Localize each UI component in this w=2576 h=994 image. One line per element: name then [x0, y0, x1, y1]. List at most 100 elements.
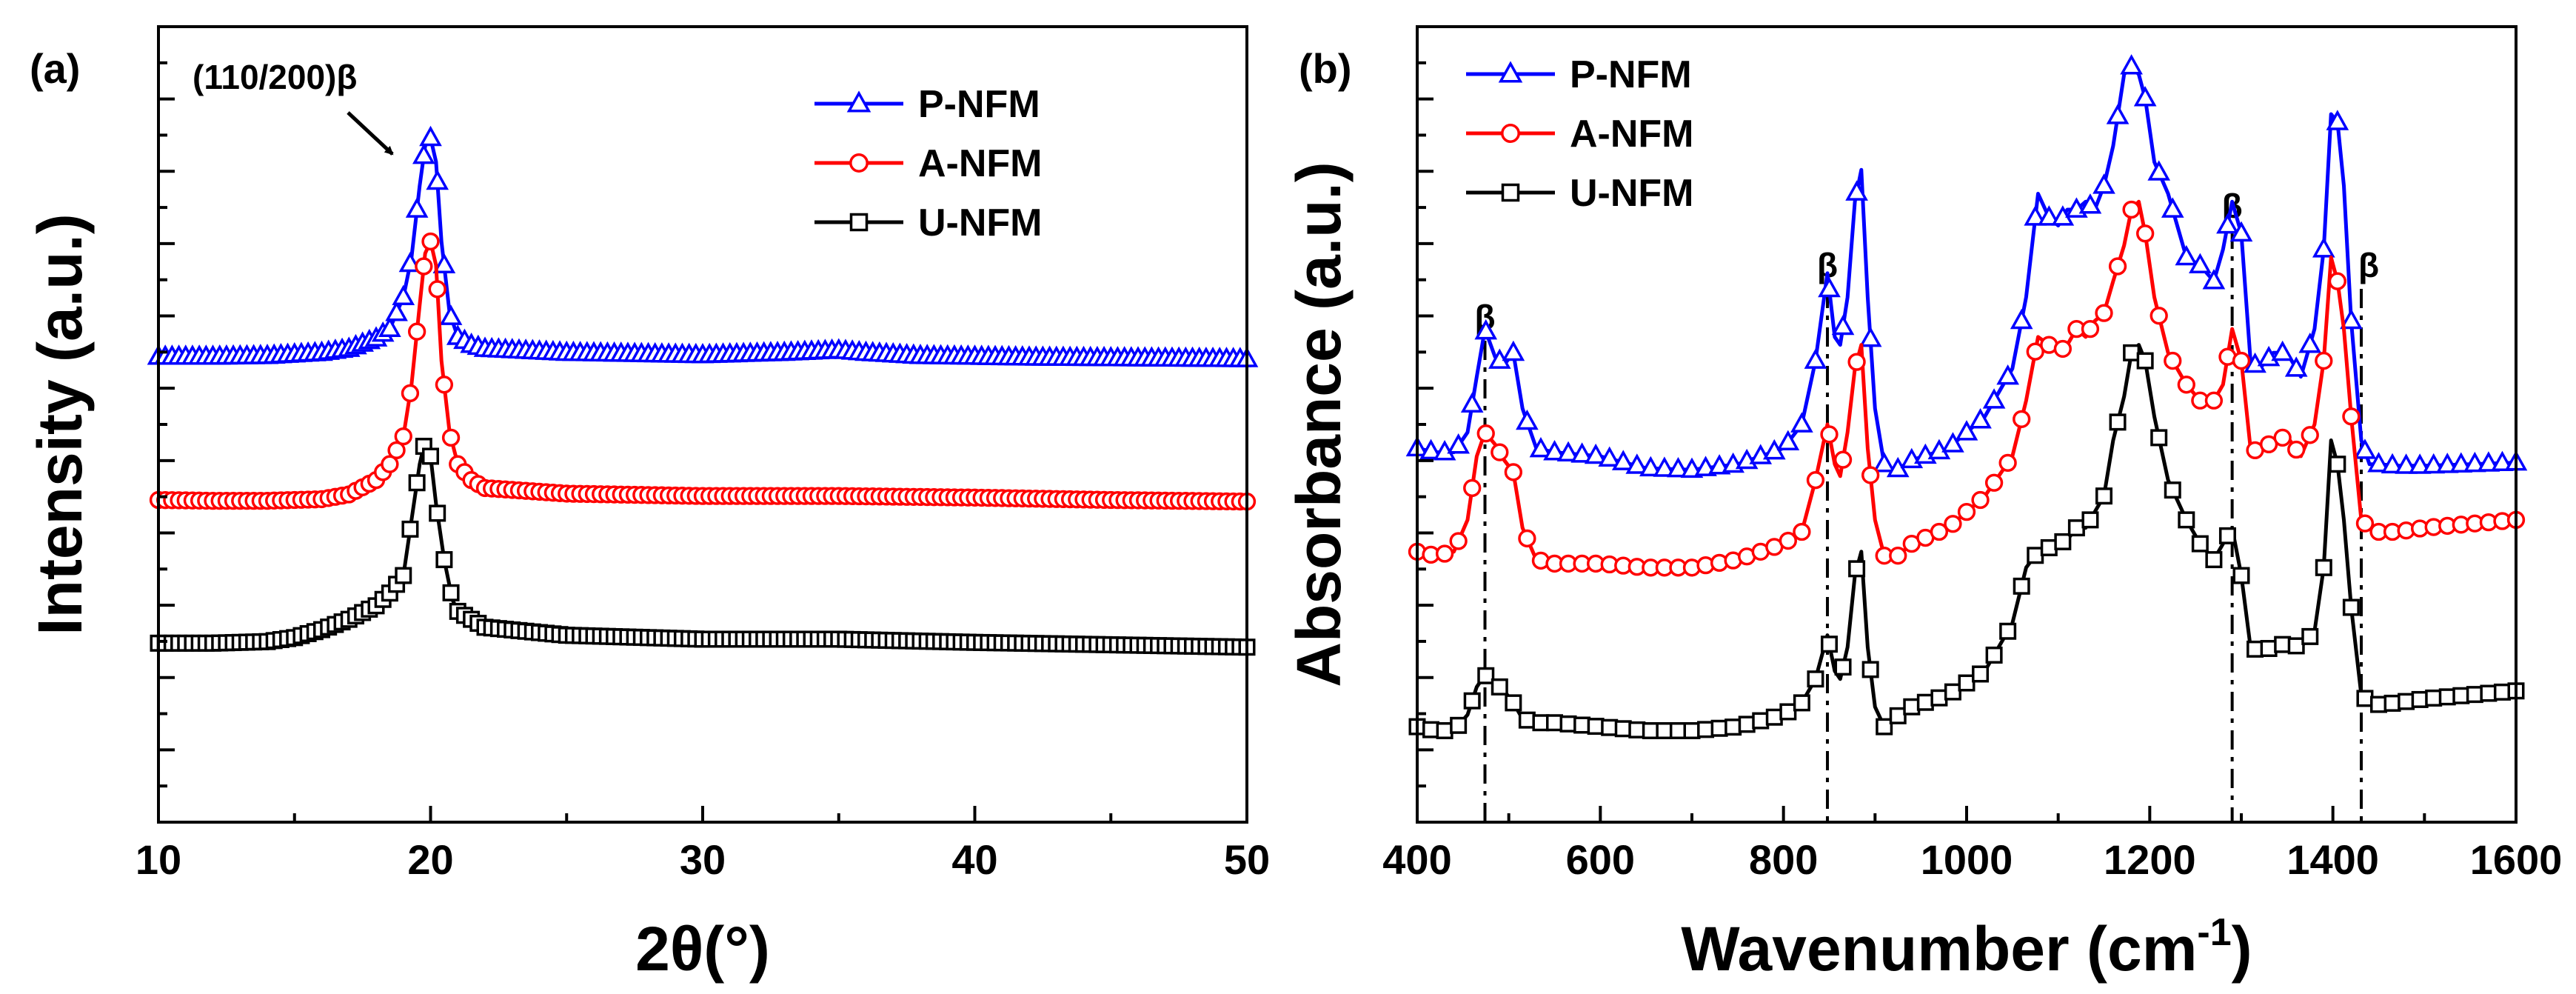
series-p-nfm-marker	[2463, 451, 2486, 473]
series-u-nfm-marker	[2205, 551, 2223, 569]
series-p-nfm-marker	[2106, 104, 2130, 124]
series-a-nfm-marker	[1793, 522, 1811, 541]
series-line-u-nfm	[158, 438, 1248, 650]
series-a-nfm-marker	[1998, 453, 2017, 473]
series-u-nfm-marker	[2274, 636, 2292, 653]
series-u-nfm-marker	[1930, 689, 1948, 707]
series-u-nfm-marker	[1834, 658, 1852, 676]
series-a-nfm-marker	[1833, 450, 1853, 469]
series-p-nfm-marker	[1955, 420, 1978, 441]
series-a-nfm-marker	[2136, 224, 2155, 243]
series-p-nfm-marker	[2395, 453, 2418, 474]
series-p-nfm-marker	[2175, 244, 2198, 266]
series-a-nfm-marker	[387, 441, 406, 460]
x-tick-label: 10	[136, 836, 181, 883]
legend-label: U-NFM	[1570, 172, 1694, 215]
series-u-nfm-marker	[1477, 667, 1495, 684]
series-p-nfm-marker	[2092, 173, 2115, 194]
series-p-nfm-marker	[1570, 442, 1593, 463]
series-p-nfm-marker	[1790, 412, 1813, 433]
series-a-nfm-marker	[2355, 514, 2375, 533]
series-a-nfm-marker	[1476, 424, 1495, 443]
series-u-nfm-marker	[1697, 721, 1715, 738]
series-u-nfm-marker	[1450, 716, 1468, 734]
series-u-nfm-marker	[1532, 714, 1550, 732]
series-p-nfm-marker	[1845, 180, 1868, 201]
series-p-nfm-marker	[1941, 432, 1964, 453]
panel-b-legend: P-NFM A-NFM U-NFM	[1466, 53, 1694, 215]
series-p-nfm-marker	[1982, 388, 2006, 409]
series-p-nfm-marker	[1831, 314, 1855, 336]
series-u-nfm-marker	[1999, 622, 2017, 640]
series-p-nfm-marker	[1419, 438, 1442, 460]
legend-marker	[1501, 183, 1520, 202]
series-p-nfm-marker	[2353, 438, 2377, 459]
x-tick-label: 800	[1749, 836, 1818, 883]
series-u-nfm-marker	[1505, 694, 1522, 712]
x-title-suffix: )	[2232, 914, 2252, 984]
series-p-nfm-marker	[2408, 453, 2432, 474]
series-p-nfm-marker	[378, 316, 401, 337]
series-u-nfm-marker	[2425, 689, 2443, 707]
series-p-nfm-marker	[1529, 436, 1553, 458]
panel-a-x-axis-title: 2θ(°)	[635, 914, 770, 984]
peak-annotation-arrow	[347, 111, 394, 156]
series-p-nfm-marker	[412, 143, 435, 164]
series-u-nfm-marker	[1916, 693, 1934, 711]
panel-a-annotation: (110/200)β	[193, 58, 394, 156]
series-u-nfm-marker	[2191, 535, 2209, 553]
x-title-main: Wavenumber (cm	[1681, 914, 2197, 984]
series-u-nfm-marker	[1463, 692, 1481, 710]
series-u-nfm	[1408, 343, 2525, 739]
series-p-nfm-marker	[1598, 446, 1622, 467]
series-a-nfm-marker	[1820, 425, 1839, 444]
series-p-nfm-marker	[439, 304, 463, 325]
series-a-nfm-marker	[1930, 522, 1949, 541]
series-p-nfm-marker	[2477, 451, 2500, 472]
series-u-nfm-marker	[1903, 698, 1921, 716]
series-p-nfm-marker	[1639, 456, 1662, 477]
series-p-nfm-marker	[1502, 340, 1525, 361]
series-a-nfm	[1408, 199, 2526, 577]
series-u-nfm-marker	[2383, 694, 2401, 712]
series-u-nfm-marker	[2054, 533, 2072, 550]
series-u-nfm-marker	[1958, 674, 1976, 692]
series-u-nfm-marker	[1944, 683, 1961, 701]
x-tick-label: 30	[680, 836, 726, 883]
peak-annotation-label: (110/200)β	[193, 58, 357, 96]
series-p-nfm-marker	[1516, 409, 1539, 430]
series-p-nfm-marker	[419, 125, 442, 147]
series-p-nfm-marker	[1804, 348, 1827, 369]
series-p-nfm-marker	[1625, 453, 1649, 474]
series-u-nfm-marker	[2260, 640, 2278, 658]
series-line-p-nfm	[158, 136, 1248, 361]
series-a-nfm-marker	[2301, 426, 2319, 444]
series-u-nfm-marker	[401, 520, 419, 538]
series-u-nfm-marker	[1738, 716, 1756, 733]
legend-marker	[1498, 61, 1523, 83]
series-a-nfm-marker	[1491, 443, 1509, 461]
panel-a-ticks: 10 20 30 40 50	[136, 61, 1270, 883]
series-p-nfm	[1405, 54, 2528, 478]
series-p-nfm-marker	[2491, 450, 2514, 472]
series-a-nfm-marker	[2287, 440, 2306, 459]
series-u-nfm-marker	[1628, 721, 1646, 738]
series-p-nfm-marker	[2133, 86, 2157, 107]
series-a-nfm-marker	[394, 427, 412, 446]
series-p-nfm-marker	[2216, 213, 2239, 234]
series-u-nfm-marker	[2370, 696, 2387, 713]
series-p-nfm-marker	[1969, 408, 1992, 429]
beta-marker-label: β	[2358, 246, 2379, 284]
series-u-nfm-marker	[2315, 558, 2332, 576]
legend-label: P-NFM	[918, 83, 1040, 126]
series-a-nfm-marker	[2204, 391, 2224, 410]
series-p-nfm-marker	[1653, 456, 1676, 477]
series-a-nfm-marker	[2026, 342, 2044, 361]
series-p-nfm-marker	[398, 251, 422, 273]
series-u-nfm-marker	[1724, 718, 1742, 736]
series-u-nfm-marker	[1587, 718, 1605, 736]
series-u-nfm-marker	[408, 474, 426, 492]
panel-b-x-axis-title: Wavenumber (cm-1)	[1681, 911, 2252, 984]
